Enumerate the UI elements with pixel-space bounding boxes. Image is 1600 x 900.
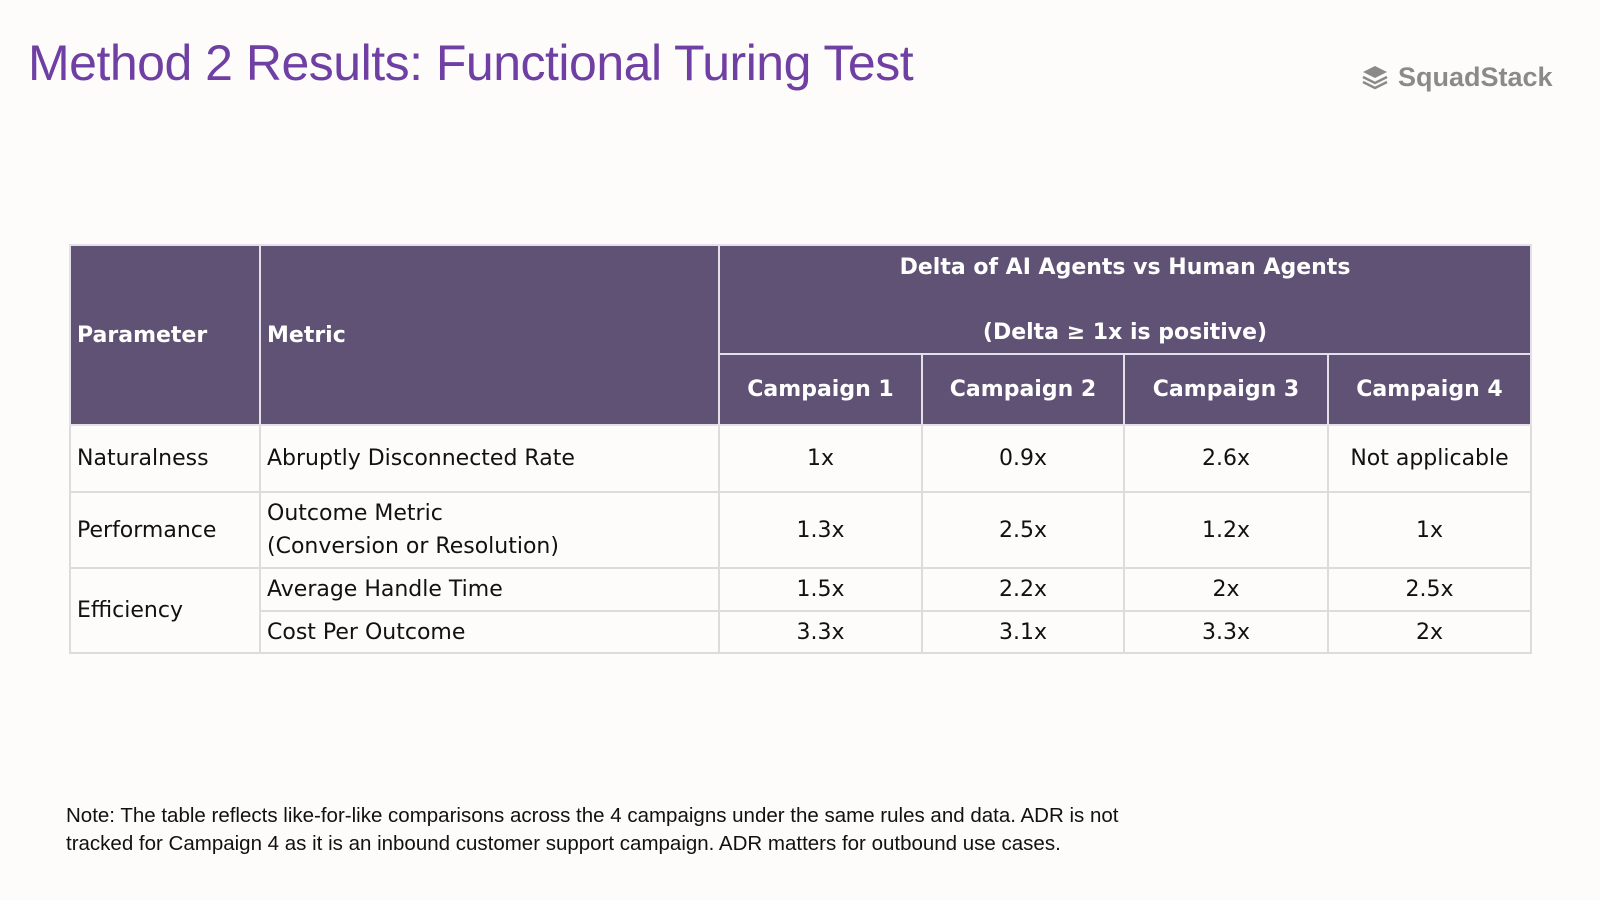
parameter-cell: Naturalness <box>69 424 261 493</box>
value-cell: 1.5x <box>718 567 923 612</box>
metric-cell: Abruptly Disconnected Rate <box>259 424 720 493</box>
table-row: Cost Per Outcome 3.3x 3.1x 3.3x 2x <box>70 610 1533 654</box>
value-cell: 2.5x <box>1326 567 1533 612</box>
cell-text: 2.6x <box>1201 446 1250 471</box>
cell-text: 1x <box>1415 517 1444 543</box>
cell-text: Average Handle Time <box>267 577 503 602</box>
note-line: Note: The table reflects like-for-like c… <box>66 804 1119 827</box>
header-cell: Campaign 1 <box>718 353 923 426</box>
header-text: Delta of AI Agents vs Human Agents <box>899 254 1351 280</box>
logo: SquadStack <box>1360 62 1553 93</box>
cell-text: Efficiency <box>77 598 183 623</box>
cell-text: Abruptly Disconnected Rate <box>267 446 575 471</box>
header-row: Parameter Metric Delta of AI Agents vs Hum… <box>69 244 1533 426</box>
header-text: Campaign 1 <box>747 377 894 402</box>
cell-text: Performance <box>77 517 217 543</box>
header-text: Parameter <box>77 322 208 348</box>
cell-text: 2.2x <box>998 577 1047 602</box>
value-cell: 1x <box>1326 491 1533 569</box>
cell-text: Not applicable <box>1350 446 1509 471</box>
metric-cell: Average Handle Time <box>259 567 720 612</box>
metric-cell: Cost Per Outcome <box>259 610 720 654</box>
metric-cell: Outcome Metric (Conversion or Resolution) <box>259 491 720 569</box>
cell-text: Naturalness <box>77 446 209 471</box>
cell-text: 3.1x <box>998 619 1047 645</box>
table-row: Performance Outcome Metric (Conversion or … <box>69 491 1533 569</box>
value-cell: 3.3x <box>1123 610 1329 654</box>
cell-text: 1x <box>806 446 835 471</box>
parameter-cell: Efficiency <box>69 567 261 654</box>
header-cell: Metric <box>259 244 720 426</box>
value-cell: 3.1x <box>921 610 1125 654</box>
header-text: Campaign 3 <box>1152 377 1300 402</box>
value-cell: 2.6x <box>1123 424 1329 493</box>
header-text: Campaign 2 <box>949 377 1097 402</box>
cell-text: 1.5x <box>796 577 845 602</box>
header-cell: Campaign 2 <box>921 353 1125 426</box>
cell-text: Outcome Metric <box>267 501 443 526</box>
header-text: Metric <box>267 322 346 348</box>
logo-icon <box>1362 65 1388 89</box>
value-cell: 3.3x <box>718 610 923 654</box>
value-cell: 0.9x <box>921 424 1125 493</box>
logo-text: SquadStack <box>1398 62 1553 92</box>
table-row: Efficiency Average Handle Time 1.5x 2.2x 2x 2… <box>69 567 1533 654</box>
cell-text: 2x <box>1212 577 1240 602</box>
footnote: Note: The table reflects like-for-like c… <box>66 802 1118 858</box>
value-cell: 2x <box>1123 567 1329 612</box>
cell-text: 3.3x <box>1201 619 1250 645</box>
parameter-cell: Performance <box>69 491 261 569</box>
cell-text: 1.2x <box>1201 517 1250 543</box>
header-group-cell: Delta of AI Agents vs Human Agents (Delta… <box>717 244 1533 355</box>
value-cell: 2.2x <box>921 567 1125 612</box>
header-cell: Parameter <box>69 244 261 426</box>
cell-text: 2x <box>1415 619 1444 645</box>
cell-text: 3.3x <box>796 619 845 645</box>
cell-text: 2.5x <box>998 517 1047 543</box>
header-text: (Delta ≥ 1x is positive) <box>982 319 1268 345</box>
value-cell: 1.3x <box>718 491 923 569</box>
results-table: Parameter Metric Delta of AI Agents vs Hum… <box>69 244 1533 654</box>
cell-text: 1.3x <box>796 517 845 543</box>
cell-text: 0.9x <box>998 446 1047 471</box>
value-cell: 1.2x <box>1123 491 1329 569</box>
cell-text: Cost Per Outcome <box>267 619 466 645</box>
header-cell: Campaign 3 <box>1123 353 1329 426</box>
cell-text: 2.5x <box>1405 577 1454 602</box>
value-cell: 2x <box>1326 610 1533 654</box>
value-cell: Not applicable <box>1326 424 1533 493</box>
cell-text: (Conversion or Resolution) <box>267 534 559 559</box>
table-row: Naturalness Abruptly Disconnected Rate 1x 0… <box>69 424 1533 493</box>
value-cell: 1x <box>718 424 923 493</box>
header-text: Campaign 4 <box>1356 377 1503 402</box>
note-line: tracked for Campaign 4 as it is an inbou… <box>66 832 1061 855</box>
header-row: Campaign 1 Campaign 2 Campaign 3 Campaign 4 <box>70 353 1533 426</box>
slide-title: Method 2 Results: Functional Turing Test <box>28 35 914 91</box>
header-cell: Campaign 4 <box>1326 353 1533 426</box>
value-cell: 2.5x <box>921 491 1125 569</box>
